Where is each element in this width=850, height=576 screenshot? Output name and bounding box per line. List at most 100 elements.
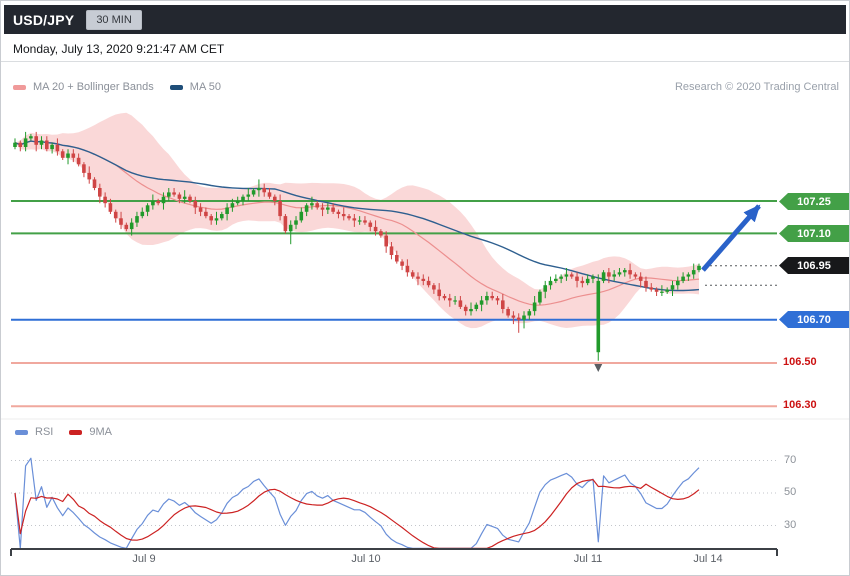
rsi-ma-line	[14, 479, 700, 549]
candle-body	[628, 270, 632, 275]
price-tag-106.70: 106.70	[779, 311, 849, 328]
candle-body	[389, 246, 394, 255]
candle-body	[113, 211, 118, 219]
rsi-axis-label-70: 70	[784, 454, 797, 466]
candle-body	[665, 289, 669, 292]
price-level-text-106.50: 106.50	[783, 356, 817, 368]
candle-body	[601, 272, 606, 281]
candle-body	[554, 278, 558, 281]
candle-body	[644, 280, 648, 288]
x-axis-label-jul-10: Jul 10	[351, 553, 381, 565]
candle-body	[124, 224, 129, 230]
candle-body	[214, 218, 219, 221]
candle-body	[490, 296, 494, 299]
price-tag-106.95: 106.95	[779, 257, 849, 274]
candle-body	[448, 298, 452, 301]
candle-body	[633, 274, 638, 277]
candle-body	[92, 179, 97, 188]
ma20-bollinger-label: MA 20 + Bollinger Bands	[33, 81, 154, 93]
candle-body	[262, 188, 266, 193]
rsi-axis-label-30: 30	[784, 519, 797, 531]
candle-body	[352, 218, 357, 221]
candle-body	[410, 272, 415, 277]
candle-body	[103, 196, 107, 204]
candle-body	[177, 194, 182, 199]
candle-body	[676, 280, 680, 286]
candle-body	[278, 201, 282, 217]
candle-body	[310, 203, 314, 206]
candle-body	[119, 218, 123, 225]
candle-body	[82, 164, 86, 173]
candle-body	[506, 309, 510, 316]
candle-body	[474, 304, 479, 309]
candle-body	[373, 226, 378, 232]
candle-body	[416, 276, 420, 279]
rsi-line	[14, 457, 700, 549]
candle-body	[283, 216, 288, 232]
candle-body	[18, 142, 23, 147]
candle-body	[522, 315, 526, 320]
candle-body	[548, 280, 553, 286]
candle-body	[585, 278, 590, 284]
candle-body	[569, 274, 574, 277]
candle-body	[108, 203, 113, 212]
candle-body	[559, 276, 563, 279]
candle-body	[368, 222, 373, 227]
candle-body	[453, 300, 457, 302]
candle-body	[50, 144, 54, 150]
candle-body	[395, 255, 399, 262]
candle-body	[469, 309, 473, 312]
candle-body	[225, 207, 229, 214]
candle-body	[71, 153, 76, 158]
ma20-line	[14, 140, 700, 306]
candle-body	[532, 302, 537, 312]
candle-body	[437, 289, 441, 297]
candle-body	[129, 222, 134, 230]
candle-body	[151, 201, 155, 206]
x-axis-label-jul-11: Jul 11	[573, 553, 603, 565]
candle-body	[257, 188, 261, 191]
timeframe-badge[interactable]: 30 MIN	[86, 9, 142, 30]
candle-body	[463, 306, 468, 312]
price-tag-107.10: 107.10	[779, 225, 849, 242]
candle-body	[39, 140, 44, 145]
candle-body	[623, 270, 627, 273]
candle-body	[681, 276, 685, 281]
research-credit: Research © 2020 Trading Central	[674, 81, 839, 93]
ma20-bollinger-swatch-icon	[13, 84, 26, 90]
titlebar: USD/JPY 30 MIN	[4, 5, 846, 34]
candle-body	[426, 280, 431, 286]
candle-body	[336, 211, 341, 214]
candle-body	[98, 188, 102, 197]
candle-body	[209, 216, 213, 221]
candle-body	[697, 265, 701, 271]
candle-body	[357, 220, 362, 222]
candle-body	[543, 285, 547, 292]
candle-body	[649, 287, 654, 290]
candle-body	[87, 172, 91, 180]
spike-low-marker-icon	[594, 364, 603, 372]
candle-body	[246, 194, 251, 197]
ma50-label: MA 50	[189, 81, 221, 93]
candle-body	[294, 220, 298, 225]
candle-body	[273, 196, 277, 201]
main-chart-legend: MA 20 + Bollinger Bands MA 50	[13, 81, 230, 93]
candle-body	[288, 224, 293, 232]
candle-body	[384, 235, 388, 247]
candle-body	[135, 216, 139, 223]
candle-body	[193, 201, 198, 208]
candle-body	[612, 274, 616, 277]
candle-body	[66, 153, 70, 158]
candle-body	[251, 190, 256, 195]
candle-body	[204, 211, 208, 217]
candle-body	[485, 296, 489, 301]
candle-body	[156, 201, 160, 204]
candle-body	[188, 196, 192, 201]
candle-body	[442, 296, 447, 299]
x-axis-label-jul-9: Jul 9	[132, 553, 156, 565]
candle-body	[341, 214, 346, 217]
rsi-axis-label-50: 50	[784, 486, 797, 498]
candle-body	[198, 207, 203, 212]
candle-body	[304, 205, 309, 212]
candle-body	[575, 276, 579, 281]
